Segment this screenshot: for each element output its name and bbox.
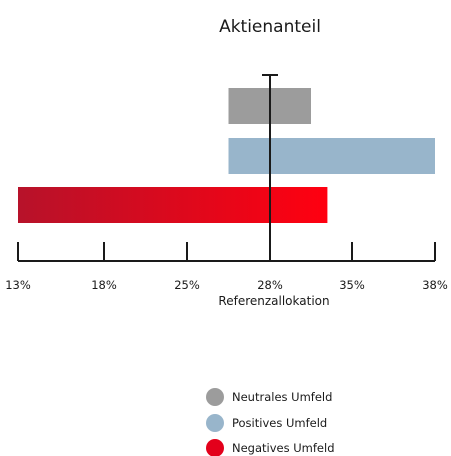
x-tick-label: 25% xyxy=(174,278,200,292)
legend-label-positive: Positives Umfeld xyxy=(232,416,327,430)
bars-group xyxy=(18,88,435,223)
x-axis-ticks: 13% 18% 25% 28% 35% 38% xyxy=(5,242,448,292)
legend-label-negative: Negatives Umfeld xyxy=(232,441,335,455)
legend-swatch-neutral xyxy=(206,388,224,406)
bar-negative xyxy=(18,187,328,223)
legend-label-neutral: Neutrales Umfeld xyxy=(232,390,332,404)
legend-swatch-negative xyxy=(206,439,224,456)
legend: Neutrales Umfeld Positives Umfeld Negati… xyxy=(206,388,335,456)
x-tick-label: 35% xyxy=(339,278,365,292)
x-tick-label: 28% xyxy=(257,278,283,292)
x-tick-label: 38% xyxy=(422,278,448,292)
x-axis-label: Referenzallokation xyxy=(218,294,329,308)
chart-title: Aktienanteil xyxy=(219,17,321,37)
legend-swatch-positive xyxy=(206,414,224,432)
x-tick-label: 13% xyxy=(5,278,31,292)
bar-positive xyxy=(228,138,435,174)
x-tick-label: 18% xyxy=(91,278,117,292)
